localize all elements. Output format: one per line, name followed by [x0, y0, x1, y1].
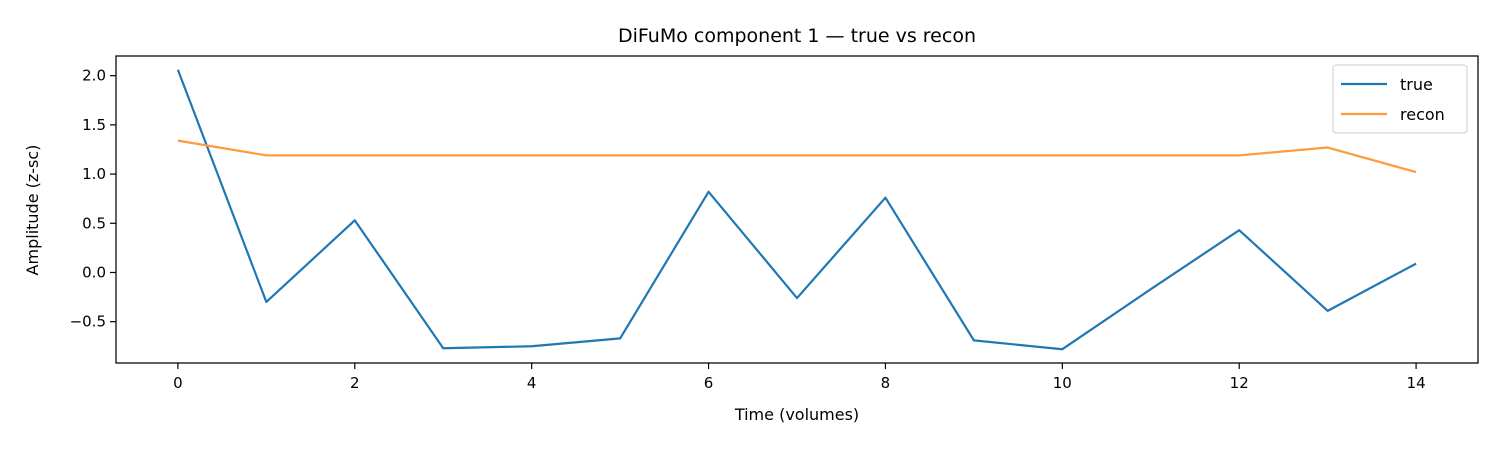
y-tick-label: 2.0 — [82, 67, 106, 85]
legend-label-recon: recon — [1400, 105, 1445, 124]
plot-area-frame — [115, 55, 1479, 364]
legend: true recon — [1332, 64, 1468, 134]
x-tick-label: 2 — [350, 374, 360, 392]
y-tick-label: 0.0 — [82, 263, 106, 281]
chart-title: DiFuMo component 1 — true vs recon — [618, 25, 976, 47]
legend-box — [1332, 64, 1468, 134]
y-axis-ticks: 2.0 1.5 1.0 0.5 0.0 −0.5 — [70, 67, 116, 331]
legend-label-true: true — [1400, 75, 1433, 94]
y-tick-label: 0.5 — [82, 214, 106, 232]
y-tick-label: 1.0 — [82, 165, 106, 183]
x-axis-label: Time (volumes) — [734, 405, 859, 424]
x-tick-label: 8 — [881, 374, 891, 392]
legend-items: true recon — [1341, 75, 1445, 124]
x-tick-label: 6 — [704, 374, 714, 392]
y-tick-label: −0.5 — [70, 313, 106, 331]
series-line-true — [176, 69, 1417, 351]
series-line-recon — [177, 139, 1417, 174]
x-tick-label: 4 — [527, 374, 537, 392]
y-axis-label: Amplitude (z-sc) — [23, 145, 42, 276]
y-tick-label: 1.5 — [82, 116, 106, 134]
x-axis-ticks: 0 2 4 6 8 10 12 14 — [173, 363, 1426, 392]
x-tick-label: 10 — [1053, 374, 1072, 392]
x-tick-label: 14 — [1407, 374, 1426, 392]
x-tick-label: 0 — [173, 374, 183, 392]
series-layer — [176, 69, 1417, 351]
x-tick-label: 12 — [1230, 374, 1249, 392]
